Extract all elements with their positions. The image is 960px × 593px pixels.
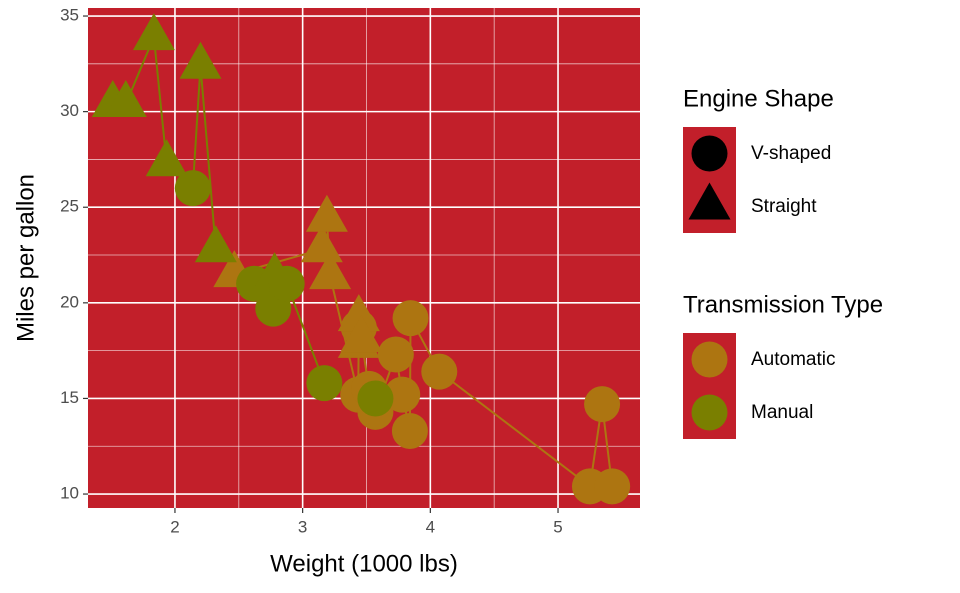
point	[594, 468, 631, 505]
point	[309, 252, 352, 290]
x-axis-title: Weight (1000 lbs)	[270, 550, 458, 577]
point	[421, 353, 458, 390]
point	[340, 315, 383, 353]
y-tick-label: 10	[60, 484, 79, 503]
legend-symbol	[691, 394, 728, 431]
point	[132, 13, 175, 51]
y-tick-label: 15	[60, 388, 79, 407]
point	[104, 79, 147, 117]
point	[174, 170, 211, 207]
legend-label: Manual	[751, 402, 813, 423]
legend-symbol	[691, 341, 728, 378]
point	[392, 300, 429, 337]
point	[305, 194, 348, 232]
y-tick-label: 30	[60, 101, 79, 120]
x-tick-label: 4	[426, 517, 435, 536]
legend-label: Straight	[751, 196, 817, 217]
point	[306, 365, 343, 402]
y-tick-label: 20	[60, 292, 79, 311]
point	[300, 225, 343, 263]
point	[584, 386, 621, 423]
legend-title: Transmission Type	[683, 291, 883, 318]
point	[268, 265, 305, 302]
x-tick-label: 2	[170, 517, 179, 536]
legend-label: V-shaped	[751, 143, 831, 164]
y-tick-label: 35	[60, 6, 79, 25]
legend-symbol	[688, 182, 731, 220]
point	[391, 412, 428, 449]
point	[194, 225, 237, 263]
plot-panel	[88, 8, 640, 508]
point	[179, 41, 222, 79]
point	[377, 336, 414, 373]
y-axis-title: Miles per gallon	[12, 174, 39, 342]
legend-label: Automatic	[751, 349, 835, 370]
y-tick-label: 25	[60, 197, 79, 216]
legend-symbol	[691, 135, 728, 172]
point	[145, 139, 188, 177]
x-tick-label: 5	[553, 517, 562, 536]
point	[357, 380, 394, 417]
point	[337, 294, 380, 332]
x-tick-label: 3	[298, 517, 307, 536]
point	[384, 376, 421, 413]
legend-title: Engine Shape	[683, 85, 834, 112]
